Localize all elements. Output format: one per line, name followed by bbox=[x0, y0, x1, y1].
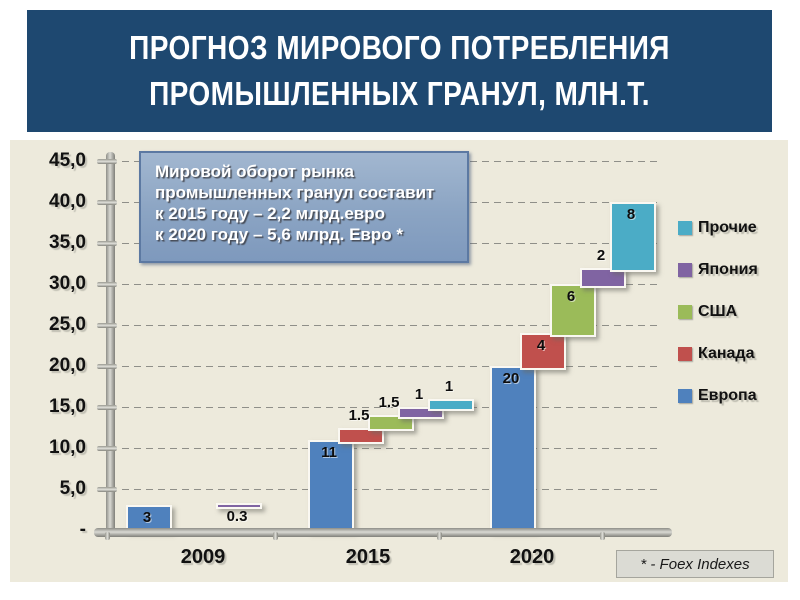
y-axis-tick bbox=[97, 323, 117, 328]
bar-value-label: 1 bbox=[414, 386, 424, 403]
bar-value-label: 2 bbox=[596, 246, 606, 264]
gridline bbox=[110, 366, 658, 367]
x-axis-category-label: 2015 bbox=[345, 546, 391, 568]
bar-value-label: 4 bbox=[536, 337, 546, 355]
gridline bbox=[110, 407, 658, 408]
bar-value-label: 8 bbox=[626, 206, 636, 223]
bar-usa-2020 bbox=[550, 284, 596, 338]
bar-canada-2020 bbox=[520, 333, 566, 370]
legend-swatch-icon bbox=[678, 389, 692, 403]
annotation-line: к 2015 году – 2,2 млрд.евро bbox=[155, 204, 386, 223]
legend-item-others: Прочие bbox=[678, 218, 786, 238]
y-axis-tick-label: 20,0 bbox=[49, 355, 86, 376]
legend-label: Япония bbox=[698, 261, 758, 278]
legend-label: Европа bbox=[698, 387, 757, 404]
legend-item-usa: США bbox=[678, 302, 786, 322]
legend-swatch-icon bbox=[678, 305, 692, 319]
bar-japan-2009 bbox=[216, 502, 262, 510]
legend-label: Прочие bbox=[698, 219, 757, 236]
y-axis-tick bbox=[97, 282, 117, 287]
legend-swatch-icon bbox=[678, 221, 692, 235]
annotation-box: Мировой оборот рынка промышленных гранул… bbox=[139, 151, 469, 263]
y-axis-tick-label: 5,0 bbox=[59, 478, 86, 499]
footnote-box: * - Foex Indexes bbox=[616, 550, 774, 578]
y-axis-tick bbox=[97, 159, 117, 164]
legend-item-europe: Европа bbox=[678, 386, 786, 406]
chart-area: - 5,0 10,0 15,0 20,0 25,0 30,0 35,0 40,0 45,0 3 0.3… bbox=[10, 140, 788, 582]
legend-item-canada: Канада bbox=[678, 344, 786, 364]
x-axis-tick bbox=[273, 532, 278, 540]
y-axis-tick bbox=[97, 200, 117, 205]
y-axis-tick bbox=[97, 446, 117, 451]
x-axis-category-label: 2009 bbox=[180, 546, 226, 568]
legend-swatch-icon bbox=[678, 347, 692, 361]
bar-value-label: 20 bbox=[502, 370, 520, 387]
y-axis-tick bbox=[97, 487, 117, 492]
legend-label: США bbox=[698, 303, 738, 320]
gridline bbox=[110, 448, 658, 449]
gridline bbox=[110, 325, 658, 326]
y-axis-tick-label: 35,0 bbox=[49, 232, 86, 253]
y-axis-tick bbox=[97, 364, 117, 369]
bar-value-label: 1.5 bbox=[348, 406, 370, 424]
legend: Прочие Япония США Канада Европа bbox=[678, 218, 786, 428]
bar-value-label: 3 bbox=[142, 509, 152, 527]
y-axis-tick-label: 10,0 bbox=[49, 437, 86, 458]
bar-others-2015 bbox=[428, 398, 474, 411]
y-axis-tick bbox=[97, 241, 117, 246]
x-axis-tick bbox=[105, 532, 110, 540]
gridline bbox=[110, 284, 658, 285]
y-axis-tick-label: 30,0 bbox=[49, 273, 86, 294]
bar-value-label: 1 bbox=[444, 377, 454, 395]
annotation-line: Мировой оборот рынка bbox=[155, 162, 354, 181]
title-bar: ПРОГНОЗ МИРОВОГО ПОТРЕБЛЕНИЯ ПРОМЫШЛЕННЫ… bbox=[27, 10, 772, 132]
annotation-line: к 2020 году – 5,6 млрд. Евро * bbox=[155, 225, 403, 244]
y-axis-tick-label: 45,0 bbox=[49, 150, 86, 171]
bar-japan-2020 bbox=[580, 267, 626, 288]
legend-label: Канада bbox=[698, 345, 755, 362]
legend-item-japan: Япония bbox=[678, 260, 786, 280]
footnote-text: * - Foex Indexes bbox=[640, 555, 750, 573]
gridline bbox=[110, 489, 658, 490]
bar-canada-2015 bbox=[338, 427, 384, 444]
y-axis-tick bbox=[97, 405, 117, 410]
bar-value-label: 0.3 bbox=[226, 508, 248, 526]
x-axis-line bbox=[94, 528, 672, 537]
annotation-line: промышленных гранул составит bbox=[155, 183, 435, 202]
y-axis-tick-label: 25,0 bbox=[49, 314, 86, 335]
y-axis-tick-label: - bbox=[79, 519, 86, 540]
slide-title: ПРОГНОЗ МИРОВОГО ПОТРЕБЛЕНИЯ ПРОМЫШЛЕННЫ… bbox=[129, 29, 670, 112]
x-axis-tick bbox=[437, 532, 442, 540]
bar-europe-2020 bbox=[490, 366, 536, 532]
y-axis-tick-label: 40,0 bbox=[49, 191, 86, 212]
bar-usa-2015 bbox=[368, 415, 414, 432]
bar-europe-2015 bbox=[308, 439, 354, 532]
bar-value-label: 1.5 bbox=[378, 394, 400, 412]
y-axis-tick-label: 15,0 bbox=[49, 396, 86, 417]
bar-value-label: 6 bbox=[566, 288, 576, 305]
y-axis-line bbox=[106, 152, 115, 537]
x-axis-tick bbox=[600, 532, 605, 540]
bar-europe-2009 bbox=[126, 505, 172, 532]
legend-swatch-icon bbox=[678, 263, 692, 277]
bar-value-label: 11 bbox=[321, 443, 337, 461]
x-axis-category-label: 2020 bbox=[509, 546, 555, 568]
bar-others-2020 bbox=[610, 202, 656, 272]
